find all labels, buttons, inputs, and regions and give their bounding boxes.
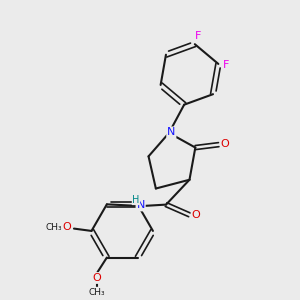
- Text: O: O: [191, 210, 200, 220]
- Text: O: O: [63, 222, 71, 232]
- Text: F: F: [224, 60, 230, 70]
- Text: methoxy: methoxy: [58, 224, 64, 226]
- Text: CH₃: CH₃: [88, 287, 105, 296]
- Text: methoxy: methoxy: [53, 230, 59, 232]
- Text: O: O: [221, 139, 230, 149]
- Text: H: H: [132, 195, 140, 205]
- Text: O: O: [92, 273, 101, 283]
- Text: F: F: [195, 31, 201, 41]
- Text: N: N: [136, 200, 145, 211]
- Text: N: N: [167, 128, 176, 137]
- Text: CH₃: CH₃: [46, 223, 62, 232]
